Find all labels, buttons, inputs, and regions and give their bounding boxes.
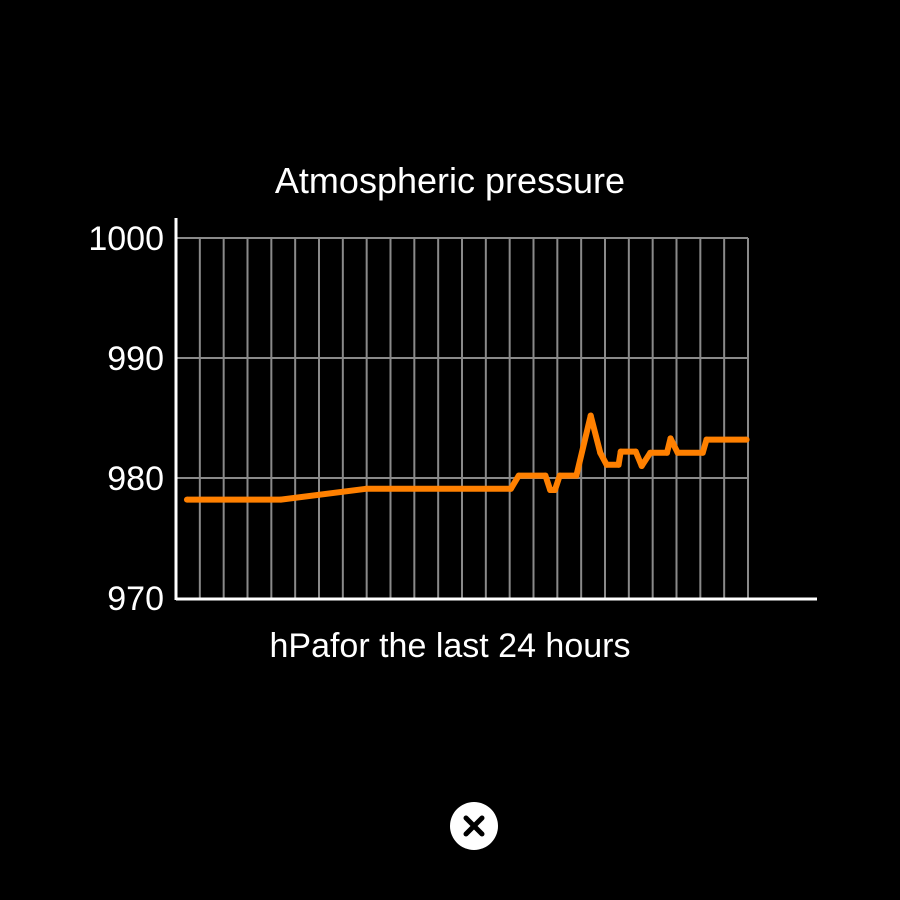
data-point: [615, 461, 622, 468]
close-icon: [463, 815, 485, 837]
data-point: [556, 472, 563, 479]
data-point: [703, 436, 710, 443]
data-point: [542, 472, 549, 479]
data-point: [551, 487, 558, 493]
y-tick-label: 990: [107, 340, 164, 378]
data-point: [674, 449, 681, 456]
data-point: [597, 449, 604, 456]
y-tick-label: 980: [107, 460, 164, 498]
data-point: [277, 496, 284, 503]
chart-title: Atmospheric pressure: [275, 160, 625, 201]
close-button[interactable]: [450, 802, 498, 850]
x-axis-label: hPafor the last 24 hours: [269, 627, 630, 665]
data-point: [699, 449, 706, 456]
data-point: [183, 496, 190, 503]
grid: [176, 237, 749, 598]
data-point: [515, 472, 522, 479]
data-point: [647, 449, 654, 456]
y-tick-labels: 1000 990 980 970: [88, 220, 164, 618]
y-tick-label: 1000: [88, 220, 164, 258]
data-point: [743, 436, 750, 443]
data-point: [603, 461, 610, 468]
data-point: [507, 485, 514, 492]
data-point: [617, 448, 624, 455]
data-point: [667, 435, 674, 442]
data-point: [573, 472, 580, 479]
data-point: [587, 412, 594, 419]
data-point: [638, 463, 645, 469]
data-point: [362, 485, 369, 492]
y-tick-label: 970: [107, 580, 164, 618]
data-point: [547, 487, 554, 493]
data-point: [632, 448, 639, 455]
data-point: [663, 449, 670, 456]
